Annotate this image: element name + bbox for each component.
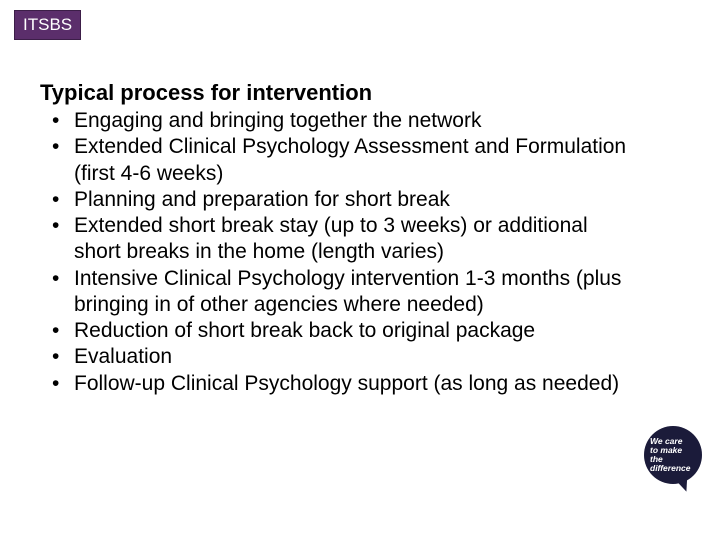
list-item: Extended Clinical Psychology Assessment …	[40, 134, 640, 187]
list-item: Planning and preparation for short break	[40, 187, 640, 213]
brand-logo: We care to make the difference	[644, 426, 714, 496]
header-badge-text: ITSBS	[23, 15, 72, 34]
bullet-list: Engaging and bringing together the netwo…	[40, 108, 640, 397]
list-item: Intensive Clinical Psychology interventi…	[40, 266, 640, 319]
logo-text: We care to make the difference	[644, 437, 702, 473]
header-badge: ITSBS	[14, 10, 81, 40]
speech-bubble-icon: We care to make the difference	[644, 426, 702, 484]
slide-title: Typical process for intervention	[40, 80, 640, 106]
list-item: Reduction of short break back to origina…	[40, 318, 640, 344]
slide-content: Typical process for intervention Engagin…	[40, 80, 640, 397]
list-item: Evaluation	[40, 344, 640, 370]
list-item: Engaging and bringing together the netwo…	[40, 108, 640, 134]
list-item: Follow-up Clinical Psychology support (a…	[40, 371, 640, 397]
list-item: Extended short break stay (up to 3 weeks…	[40, 213, 640, 266]
logo-line-2: to make the	[650, 445, 682, 464]
logo-line-3: difference	[650, 463, 690, 473]
